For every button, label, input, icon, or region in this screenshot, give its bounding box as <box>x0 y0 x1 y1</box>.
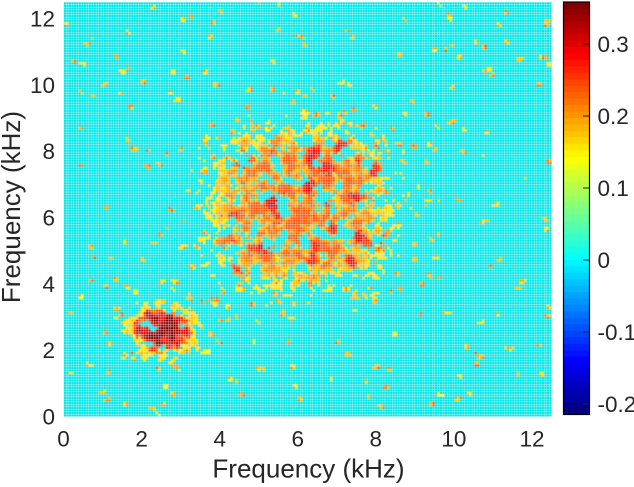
svg-text:0: 0 <box>598 248 611 273</box>
svg-text:10: 10 <box>441 427 466 452</box>
svg-text:12: 12 <box>519 427 544 452</box>
svg-text:4: 4 <box>213 427 226 452</box>
svg-text:0: 0 <box>57 427 70 452</box>
svg-text:8: 8 <box>370 427 383 452</box>
svg-text:2: 2 <box>135 427 148 452</box>
svg-text:-0.1: -0.1 <box>598 320 634 345</box>
svg-text:10: 10 <box>30 73 55 98</box>
svg-text:6: 6 <box>291 427 304 452</box>
svg-text:0.1: 0.1 <box>598 176 629 201</box>
svg-text:0: 0 <box>42 405 55 430</box>
svg-text:-0.2: -0.2 <box>598 392 634 417</box>
svg-text:6: 6 <box>42 206 55 231</box>
svg-text:2: 2 <box>42 338 55 363</box>
svg-text:8: 8 <box>42 139 55 164</box>
svg-text:4: 4 <box>42 272 55 297</box>
svg-text:12: 12 <box>30 7 55 32</box>
svg-text:0.3: 0.3 <box>598 32 629 57</box>
svg-text:0.2: 0.2 <box>598 104 629 129</box>
svg-text:Frequency (kHz): Frequency (kHz) <box>212 454 404 484</box>
svg-text:Frequency (kHz): Frequency (kHz) <box>0 111 26 303</box>
